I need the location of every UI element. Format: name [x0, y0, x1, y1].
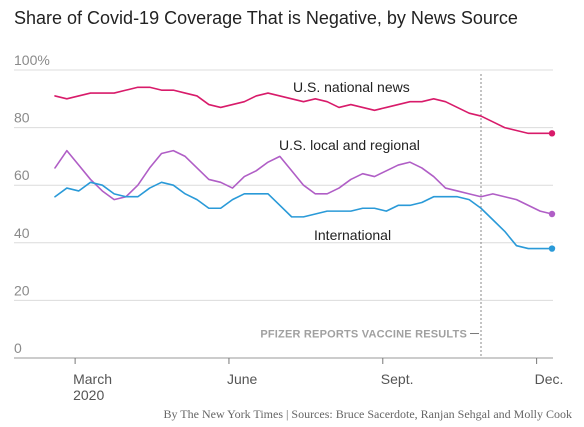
y-axis-ticks: 100% 80 60 40 20 0	[14, 52, 50, 356]
y-tick-label: 40	[14, 225, 30, 241]
y-tick-label: 60	[14, 167, 30, 183]
y-tick-label: 80	[14, 110, 30, 126]
series-label-international: International	[314, 227, 391, 243]
series-endpoint-international	[548, 245, 556, 252]
y-tick-label: 20	[14, 282, 30, 298]
chart-title: Share of Covid-19 Coverage That is Negat…	[14, 8, 518, 28]
y-tick-label: 0	[14, 340, 22, 356]
series-label-national: U.S. national news	[293, 79, 410, 95]
source-credit: By The New York Times | Sources: Bruce S…	[164, 407, 572, 421]
series-line-national	[54, 86, 553, 135]
x-tick-sublabel: 2020	[73, 387, 104, 403]
series-label-local: U.S. local and regional	[279, 137, 420, 153]
series-line-local	[54, 149, 553, 215]
series-line-international	[54, 181, 553, 250]
x-tick-label: March	[73, 371, 112, 387]
x-tick-label: June	[227, 371, 258, 387]
y-tick-label: 100%	[14, 52, 50, 68]
x-tick-label: Sept.	[381, 371, 414, 387]
series-lines	[54, 86, 556, 252]
vaccine-annotation-label: PFIZER REPORTS VACCINE RESULTS	[260, 329, 467, 341]
series-endpoint-national	[548, 130, 556, 137]
grid	[14, 69, 553, 359]
x-tick-label: Dec.	[535, 371, 564, 387]
series-endpoint-local	[548, 210, 556, 218]
